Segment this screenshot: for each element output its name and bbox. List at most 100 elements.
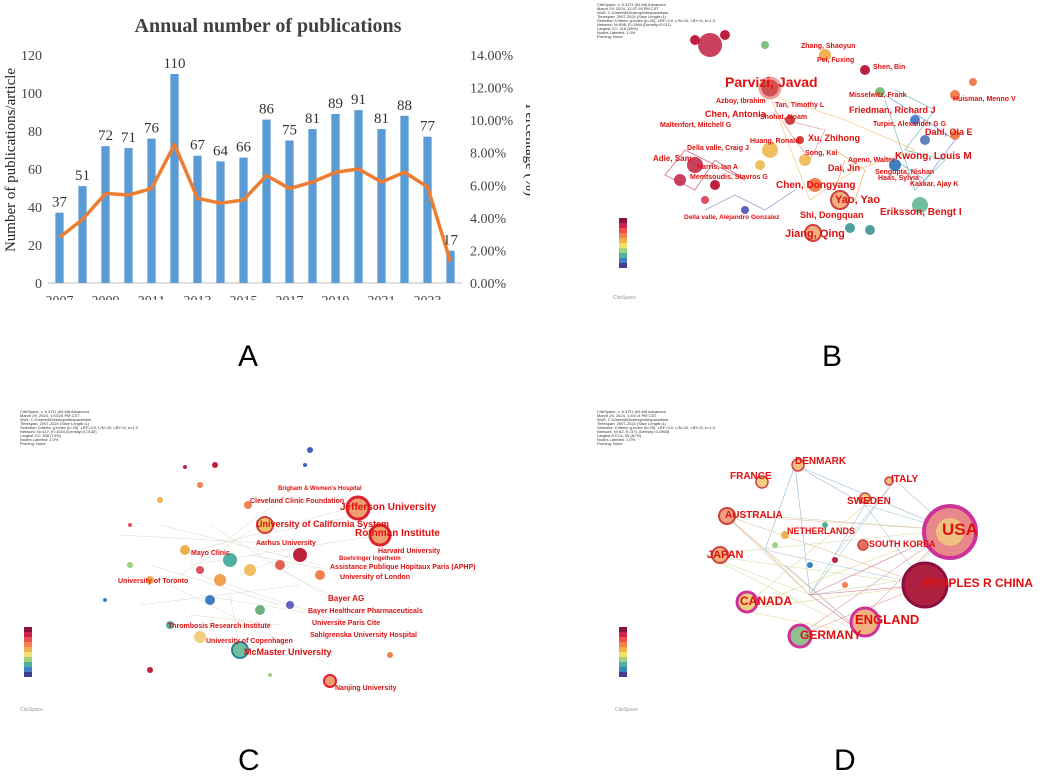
meta-line: Pruning: None	[20, 441, 46, 446]
bar	[400, 115, 409, 283]
node-label: Universite Paris Cite	[312, 620, 380, 627]
node-label: Rothman Institute	[355, 528, 440, 539]
bar-value-label: 81	[305, 111, 320, 127]
node-label: Della valle, Alejandro Gonzalez	[684, 214, 780, 221]
y2-tick-label: 0.00%	[470, 277, 507, 292]
y2-tick-label: 8.00%	[470, 147, 507, 162]
bar-value-label: 81	[374, 111, 389, 127]
network-nodes	[103, 447, 393, 688]
bar-value-label: 51	[75, 168, 90, 184]
chart-title: Annual number of publications	[135, 15, 402, 37]
x-tick-label: 2009	[92, 294, 120, 300]
node-label: Boehringer Ingelheim	[339, 556, 401, 562]
node-label: PEOPLES R CHINA	[923, 576, 1033, 590]
author-network: CiteSpace, v. 6.3.R1 (64-bit) Advanced M…	[597, 2, 1016, 301]
meta-line: March 29, 2024, 1:45:14 PM CST	[597, 413, 657, 418]
panel-a-chart: Annual number of publications Number of …	[0, 0, 538, 309]
node-label: SWEDEN	[847, 496, 891, 507]
node-label: Chen, Antonia	[705, 109, 767, 119]
x-tick-label: 2023	[414, 294, 442, 300]
bar-value-label: 71	[121, 130, 136, 146]
node-label: Huisman, Menno V	[953, 96, 1016, 103]
meta-line: Nodes Labeled: 1.0%	[597, 30, 636, 35]
node-label: Chen, Dongyang	[776, 180, 855, 191]
node-label: Kwong, Louis M	[895, 151, 972, 162]
node-label: ITALY	[891, 474, 919, 485]
node-label: University of London	[340, 574, 410, 581]
meta-line: March 29, 2024, 1:53:25 PM CST	[20, 413, 80, 418]
node-label: Bayer Healthcare Pharmaceuticals	[308, 608, 423, 615]
bar	[308, 129, 317, 283]
bar-value-label: 91	[351, 92, 366, 108]
bar	[354, 110, 363, 283]
node-label: University of Toronto	[118, 578, 188, 585]
x-tick-label: 2015	[230, 294, 258, 300]
panel-b-author-network: CiteSpace, v. 6.3.R1 (64-bit) Advanced M…	[595, 0, 1053, 310]
bar	[193, 155, 202, 283]
node-label: Sengupta, Nishan	[875, 169, 934, 176]
node-label: Adie, Sam	[653, 154, 692, 163]
x-tick-label: 2019	[322, 294, 350, 300]
node-label: SOUTH KOREA	[869, 539, 936, 549]
node-label: Turpie, Alexander G G	[873, 121, 947, 128]
meta-line: Timespan: 2007-2024 (Slice Length=1)	[20, 421, 90, 426]
bar-value-label: 37	[52, 195, 68, 211]
meta-line: Selection Criteria: g-index (k=25), LRF=…	[597, 18, 716, 23]
bar	[262, 119, 271, 283]
y2-tick-label: 2.00%	[470, 244, 507, 259]
node-labels: Parvizi, Javad Zhang, Shaoyun Pei, Fuxin…	[653, 43, 1016, 240]
year-color-legend: CiteSpace	[20, 627, 43, 713]
x-tick-label: 2007	[46, 294, 74, 300]
bar-value-label: 110	[164, 56, 186, 72]
node-label: Azboy, Ibrahim	[716, 98, 766, 105]
node-label: Jiang, Qing	[785, 228, 845, 240]
meta-line: Largest CC: 416 (69%)	[597, 26, 639, 31]
x-tick-label: 2021	[368, 294, 396, 300]
citespace-logo: CiteSpace	[615, 707, 638, 713]
node-label: NETHERLANDS	[787, 526, 855, 536]
panel-label-d: D	[834, 744, 856, 777]
bar	[285, 140, 294, 283]
node-label: Mayo Clinic	[191, 550, 230, 557]
y2-tick-label: 4.00%	[470, 212, 507, 227]
institution-network: CiteSpace, v. 6.3.R1 (64-bit) Advanced M…	[20, 409, 475, 713]
bar	[331, 113, 340, 284]
network-nodes	[674, 30, 977, 242]
meta-line: WoS: C:\Users\li\Desktop\citespacedata	[20, 417, 92, 422]
node-labels: DENMARK FRANCE ITALY SWEDEN USA AUSTRALI…	[707, 456, 1033, 642]
bar	[216, 161, 225, 283]
node-label: Zhang, Shaoyun	[801, 43, 855, 50]
node-label: Thrombosis Research Institute	[168, 623, 271, 630]
node-label: Brigham & Women's Hospital	[278, 486, 362, 492]
node-label: Harvard University	[378, 548, 440, 555]
node-label: ENGLAND	[855, 612, 919, 627]
network-nodes	[711, 458, 978, 649]
meta-block: CiteSpace, v. 6.3.R1 (64-bit) Advanced M…	[597, 2, 716, 39]
node-label: Nanjing University	[335, 685, 397, 692]
node-label: Cleveland Clinic Foundation	[250, 498, 344, 505]
y2-tick-label: 10.00%	[470, 114, 514, 129]
node-label: GERMANY	[800, 628, 861, 642]
bar-value-label: 72	[98, 128, 113, 144]
bar	[423, 136, 432, 283]
y-tick-label: 120	[21, 49, 42, 64]
node-labels: Brigham & Women's Hospital Cleveland Cli…	[118, 486, 475, 692]
bar-value-label: 76	[144, 121, 160, 137]
node-label: Aarhus University	[256, 540, 316, 547]
meta-line: Network: N=417, E=1534 (Density=0.0142)	[20, 429, 97, 434]
node-label: Jefferson University	[340, 502, 437, 513]
node-label: Bayer AG	[328, 594, 364, 603]
panel-label-b: B	[822, 340, 843, 373]
node-label: Maltenfort, Mitchell G	[660, 122, 732, 129]
y2-axis-label: Percentage (%)	[522, 104, 530, 196]
node-label: Eriksson, Bengt I	[880, 207, 962, 218]
node-label: Harris, Ian A	[697, 164, 738, 171]
year-color-legend: CiteSpace	[615, 627, 638, 713]
network-edges	[704, 464, 951, 636]
meta-line: Selection Criteria: g-index (k=25), LRF=…	[597, 425, 716, 430]
y-tick-label: 40	[28, 201, 42, 216]
node-label: Sahlgrenska University Hospital	[310, 632, 417, 639]
node-label: CANADA	[740, 594, 792, 608]
node-label: AUSTRALIA	[725, 510, 783, 521]
y-tick-label: 0	[35, 277, 42, 292]
